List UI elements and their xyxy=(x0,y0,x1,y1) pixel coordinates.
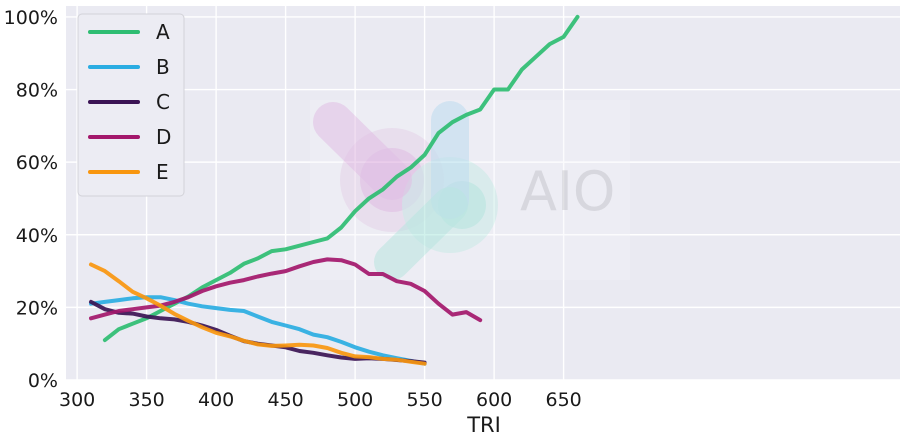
plot-background xyxy=(66,6,900,380)
y-tick-label: 80% xyxy=(16,80,58,102)
legend-label-e: E xyxy=(156,160,169,184)
gridlines xyxy=(66,6,900,381)
x-tick-label: 500 xyxy=(337,389,373,411)
legend-label-c: C xyxy=(156,90,170,114)
legend-box xyxy=(77,13,185,197)
series-lines xyxy=(89,14,580,366)
x-axis-title: TRI xyxy=(466,413,501,434)
series-line-e xyxy=(89,262,427,366)
series-line-d xyxy=(89,257,483,323)
y-tick-label: 60% xyxy=(16,152,58,174)
x-tick-label: 300 xyxy=(59,389,95,411)
x-tick-label: 650 xyxy=(545,389,581,411)
legend-label-b: B xyxy=(156,55,170,79)
watermark-text: AIO xyxy=(520,160,615,223)
x-tick-label: 550 xyxy=(406,389,442,411)
y-tick-label: 100% xyxy=(4,7,58,29)
x-tick-label: 600 xyxy=(476,389,512,411)
watermark-logo: AIO xyxy=(310,100,630,280)
y-tick-label: 40% xyxy=(16,225,58,247)
x-tick-label: 350 xyxy=(128,389,164,411)
y-tick-label: 20% xyxy=(16,297,58,319)
x-tick-label: 400 xyxy=(198,389,234,411)
x-tick-label: 450 xyxy=(267,389,303,411)
tick-labels: 300 350 400 450 500 550 600 650 0% 20% 40% 60% 80% 10… xyxy=(4,7,582,411)
legend-label-d: D xyxy=(156,125,171,149)
y-tick-label: 0% xyxy=(28,370,58,392)
legend-label-a: A xyxy=(156,20,170,44)
